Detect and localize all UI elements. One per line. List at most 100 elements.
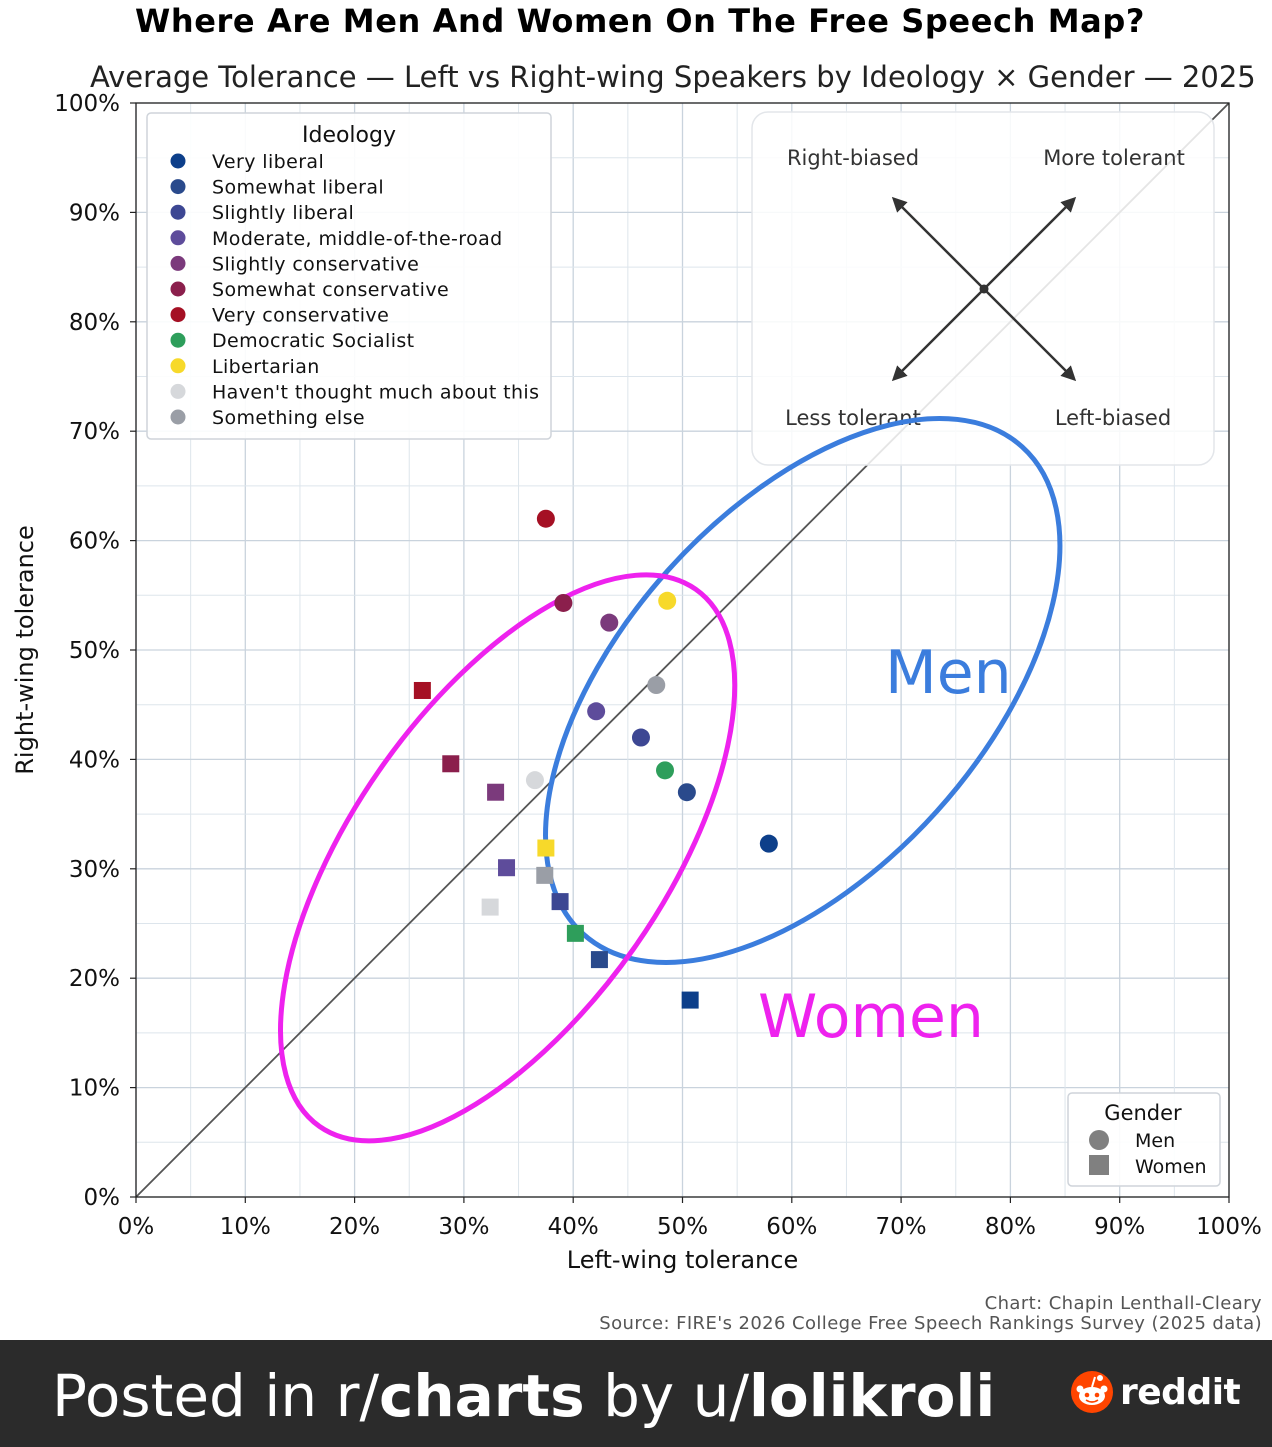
y-tick-label: 0% bbox=[84, 1185, 121, 1211]
reddit-alien-icon bbox=[1071, 1371, 1113, 1413]
ideology-legend-marker bbox=[170, 332, 186, 348]
y-tick-label: 60% bbox=[69, 529, 120, 555]
y-tick-label: 20% bbox=[69, 966, 120, 992]
gender-legend-label: Women bbox=[1135, 1156, 1207, 1178]
footer-by: by u/ bbox=[584, 1362, 749, 1430]
women-point bbox=[413, 681, 431, 699]
ideology-legend-marker bbox=[170, 307, 186, 323]
quadrant-left-biased: Left-biased bbox=[1055, 406, 1171, 430]
women-point bbox=[442, 755, 460, 773]
ideology-legend-marker bbox=[170, 204, 186, 220]
men-group-label: Men bbox=[885, 638, 1012, 708]
gender-legend-label: Men bbox=[1135, 1130, 1175, 1152]
ideology-legend-label: Slightly conservative bbox=[212, 253, 419, 275]
x-tick-label: 80% bbox=[985, 1214, 1036, 1240]
ideology-legend-label: Very conservative bbox=[212, 305, 389, 327]
men-point bbox=[759, 834, 778, 853]
y-tick-label: 40% bbox=[69, 747, 120, 773]
ideology-legend-label: Haven't thought much about this bbox=[212, 381, 539, 403]
axes: 0% 10% 20% 30% 40% 50% 60% 70% 80% 90% 100% 0% 10% 20… bbox=[11, 91, 1262, 1274]
ideology-legend-label: Somewhat liberal bbox=[212, 177, 384, 199]
x-tick-label: 60% bbox=[766, 1214, 817, 1240]
x-tick-label: 0% bbox=[118, 1214, 155, 1240]
x-axis-label: Left-wing tolerance bbox=[567, 1246, 798, 1274]
scatter-chart: 0% 10% 20% 30% 40% 50% 60% 70% 80% 90% 100% 0% 10% 20… bbox=[11, 91, 1262, 1274]
x-tick-label: 90% bbox=[1094, 1214, 1145, 1240]
x-tick-label: 10% bbox=[220, 1214, 271, 1240]
x-tick-label: 40% bbox=[548, 1214, 599, 1240]
y-tick-label: 30% bbox=[69, 857, 120, 883]
gender-legend-circle-marker bbox=[1089, 1130, 1109, 1150]
x-tick-label: 70% bbox=[876, 1214, 927, 1240]
ideology-legend-marker bbox=[170, 255, 186, 271]
gender-legend-title: Gender bbox=[1104, 1101, 1182, 1125]
women-point bbox=[536, 866, 554, 884]
ideology-legend-label: Moderate, middle-of-the-road bbox=[212, 228, 503, 250]
y-tick-label: 70% bbox=[69, 419, 120, 445]
x-tick-label: 20% bbox=[329, 1214, 380, 1240]
y-tick-label: 80% bbox=[69, 310, 120, 336]
ideology-legend-label: Somewhat conservative bbox=[212, 279, 449, 301]
women-point bbox=[487, 783, 505, 801]
reddit-wordmark: reddit bbox=[1120, 1371, 1241, 1413]
men-point bbox=[525, 771, 544, 790]
ideology-legend-label: Something else bbox=[212, 407, 365, 429]
ideology-legend-marker bbox=[170, 409, 186, 425]
ideology-legend-title: Ideology bbox=[302, 123, 396, 148]
ideology-legend-marker bbox=[170, 179, 186, 195]
user-link[interactable]: lolikroli bbox=[749, 1362, 996, 1430]
women-point bbox=[537, 839, 555, 857]
men-point bbox=[536, 509, 555, 528]
ideology-legend-marker bbox=[170, 153, 186, 169]
ideology-legend-marker bbox=[170, 383, 186, 399]
ideology-legend: Ideology Very liberal Somewhat liberal Slig… bbox=[146, 112, 552, 440]
y-tick-label: 50% bbox=[69, 638, 120, 664]
ideology-legend-label: Slightly liberal bbox=[212, 202, 354, 224]
reddit-logo: reddit bbox=[1070, 1370, 1241, 1414]
gender-legend: Gender Men Women bbox=[1067, 1092, 1221, 1187]
chart-credit: Chart: Chapin Lenthall-Cleary bbox=[984, 1293, 1262, 1314]
subreddit-link[interactable]: charts bbox=[379, 1362, 585, 1430]
women-point bbox=[551, 893, 569, 911]
chart-subtitle: Average Tolerance — Left vs Right-wing S… bbox=[90, 60, 1256, 94]
quadrant-center-dot bbox=[979, 284, 989, 294]
ideology-legend-marker bbox=[170, 358, 186, 374]
quadrant-more-tolerant: More tolerant bbox=[1043, 146, 1185, 170]
reddit-footer: Posted in r/charts by u/lolikroli reddit bbox=[0, 1340, 1272, 1447]
women-ellipse bbox=[278, 572, 738, 1144]
women-point bbox=[498, 859, 516, 877]
men-point bbox=[587, 702, 606, 721]
gender-legend-square-marker bbox=[1089, 1155, 1109, 1175]
women-point bbox=[590, 951, 608, 969]
men-point bbox=[600, 613, 619, 632]
quadrant-right-biased: Right-biased bbox=[787, 146, 919, 170]
y-tick-label: 10% bbox=[69, 1076, 120, 1102]
men-point bbox=[631, 728, 650, 747]
ideology-legend-label: Democratic Socialist bbox=[212, 330, 415, 352]
men-point bbox=[554, 593, 573, 612]
x-tick-label: 100% bbox=[1196, 1214, 1262, 1240]
women-point bbox=[566, 924, 584, 942]
x-tick-label: 50% bbox=[657, 1214, 708, 1240]
ideology-legend-label: Very liberal bbox=[212, 151, 324, 173]
footer-caption: Posted in r/charts by u/lolikroli bbox=[52, 1362, 995, 1430]
chart-title: Where Are Men And Women On The Free Spee… bbox=[134, 2, 1146, 40]
y-axis-label: Right-wing tolerance bbox=[11, 525, 39, 775]
ideology-legend-marker bbox=[170, 230, 186, 246]
men-point bbox=[656, 761, 675, 780]
ideology-legend-box bbox=[146, 112, 552, 440]
chart-source: Source: FIRE's 2026 College Free Speech … bbox=[599, 1313, 1262, 1334]
quadrant-less-tolerant: Less tolerant bbox=[785, 406, 921, 430]
ideology-legend-marker bbox=[170, 281, 186, 297]
quadrant-key: Right-biased More tolerant Less tolerant Le… bbox=[751, 111, 1215, 466]
ideology-legend-label: Libertarian bbox=[212, 356, 320, 378]
data-points bbox=[413, 509, 778, 1009]
women-point bbox=[681, 991, 699, 1009]
x-tick-label: 30% bbox=[438, 1214, 489, 1240]
y-tick-label: 90% bbox=[69, 200, 120, 226]
footer-prefix: Posted in r/ bbox=[52, 1362, 379, 1430]
men-point bbox=[647, 676, 666, 695]
y-tick-label: 100% bbox=[54, 91, 120, 117]
men-point bbox=[677, 783, 696, 802]
women-point bbox=[481, 898, 499, 916]
